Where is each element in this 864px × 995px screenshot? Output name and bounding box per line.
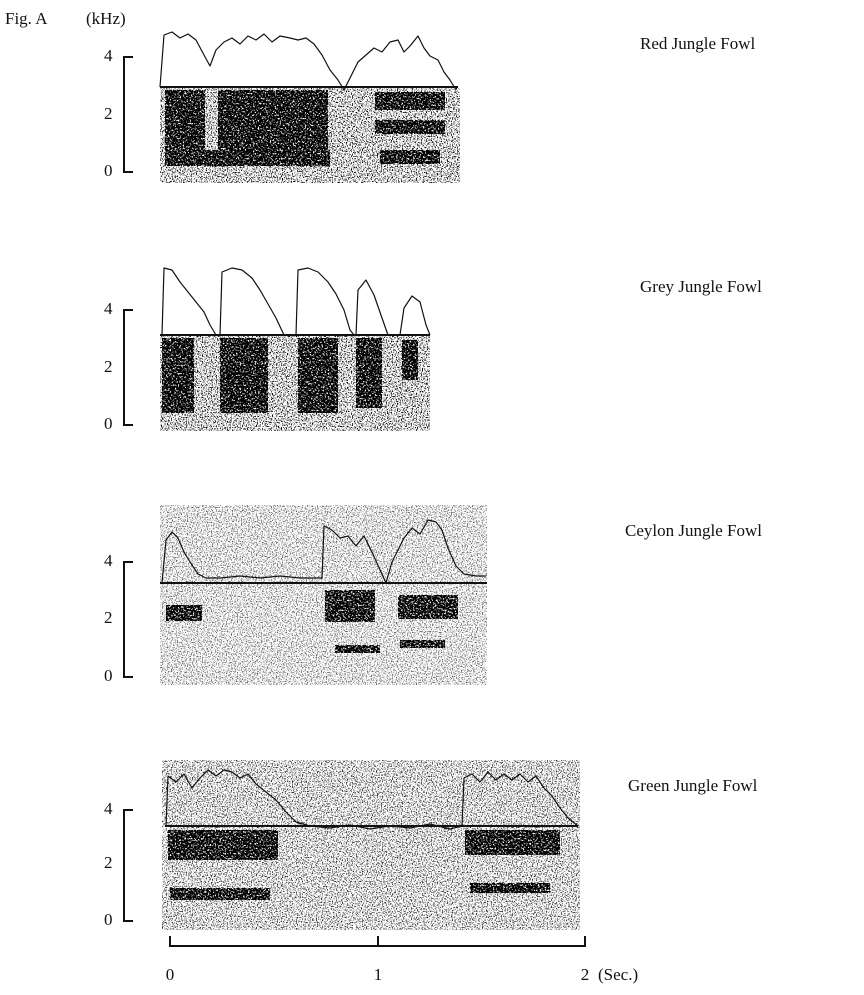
page: {"figure": {"label": "Fig. A", "y_unit":… [0,0,864,990]
y-tick-label: 4 [104,299,113,318]
panel: 4 2 0 Green Jungle Fowl [104,760,758,930]
envelope [160,32,456,90]
figure: Fig. A (kHz) 4 2 0 Red Jungle Fowl 4 2 0… [0,0,864,990]
y-axis [124,810,133,921]
y-axis [124,310,133,425]
y-tick-label: 4 [104,46,113,65]
y-tick-label: 2 [104,853,113,872]
y-axis [124,562,133,677]
y-tick-label: 0 [104,161,113,180]
y-tick-label: 0 [104,414,113,433]
y-tick-label: 2 [104,357,113,376]
spectrogram [160,336,430,431]
panel: 4 2 0 Grey Jungle Fowl [104,268,762,433]
x-unit: (Sec.) [598,965,638,984]
x-tick-label: 0 [166,965,175,984]
y-tick-label: 0 [104,910,113,929]
y-unit: (kHz) [86,9,126,28]
species-label: Grey Jungle Fowl [640,277,762,296]
species-label: Red Jungle Fowl [640,34,756,53]
y-axis [124,57,133,172]
y-tick-label: 2 [104,608,113,627]
y-tick-label: 2 [104,104,113,123]
x-axis [170,936,585,946]
y-tick-label: 4 [104,551,113,570]
y-tick-label: 4 [104,799,113,818]
species-label: Green Jungle Fowl [628,776,758,795]
x-tick-label: 1 [374,965,383,984]
panel: 4 2 0 Red Jungle Fowl [104,32,756,183]
figure-label: Fig. A [5,9,48,28]
panel: 4 2 0 Ceylon Jungle Fowl [104,505,762,685]
species-label: Ceylon Jungle Fowl [625,521,762,540]
y-tick-label: 0 [104,666,113,685]
envelope [162,268,430,335]
x-tick-label: 2 [581,965,590,984]
